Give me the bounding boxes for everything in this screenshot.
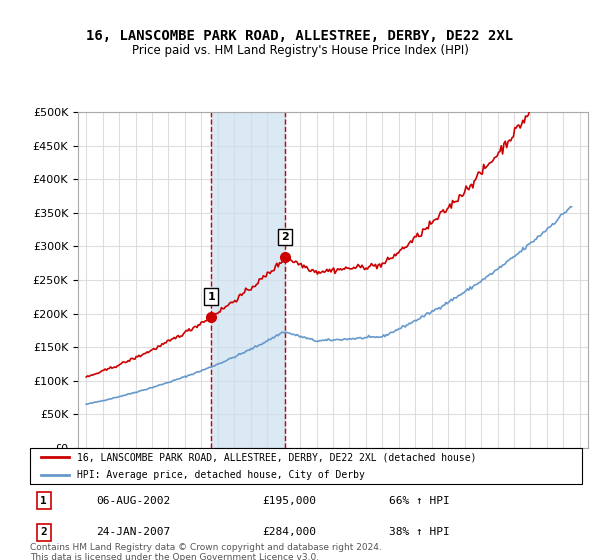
Text: 2: 2: [40, 528, 47, 538]
Text: Price paid vs. HM Land Registry's House Price Index (HPI): Price paid vs. HM Land Registry's House …: [131, 44, 469, 57]
Text: 16, LANSCOMBE PARK ROAD, ALLESTREE, DERBY, DE22 2XL: 16, LANSCOMBE PARK ROAD, ALLESTREE, DERB…: [86, 29, 514, 44]
Text: 2: 2: [281, 232, 289, 242]
Text: £195,000: £195,000: [262, 496, 316, 506]
Text: 1: 1: [40, 496, 47, 506]
Text: 38% ↑ HPI: 38% ↑ HPI: [389, 528, 449, 538]
Text: 66% ↑ HPI: 66% ↑ HPI: [389, 496, 449, 506]
Bar: [211, 112, 285, 448]
Text: 1: 1: [208, 292, 215, 302]
Text: 24-JAN-2007: 24-JAN-2007: [96, 528, 170, 538]
Text: 06-AUG-2002: 06-AUG-2002: [96, 496, 170, 506]
FancyBboxPatch shape: [30, 448, 582, 484]
Text: Contains HM Land Registry data © Crown copyright and database right 2024.
This d: Contains HM Land Registry data © Crown c…: [30, 543, 382, 560]
Text: HPI: Average price, detached house, City of Derby: HPI: Average price, detached house, City…: [77, 470, 365, 480]
Text: 16, LANSCOMBE PARK ROAD, ALLESTREE, DERBY, DE22 2XL (detached house): 16, LANSCOMBE PARK ROAD, ALLESTREE, DERB…: [77, 452, 476, 462]
Text: £284,000: £284,000: [262, 528, 316, 538]
